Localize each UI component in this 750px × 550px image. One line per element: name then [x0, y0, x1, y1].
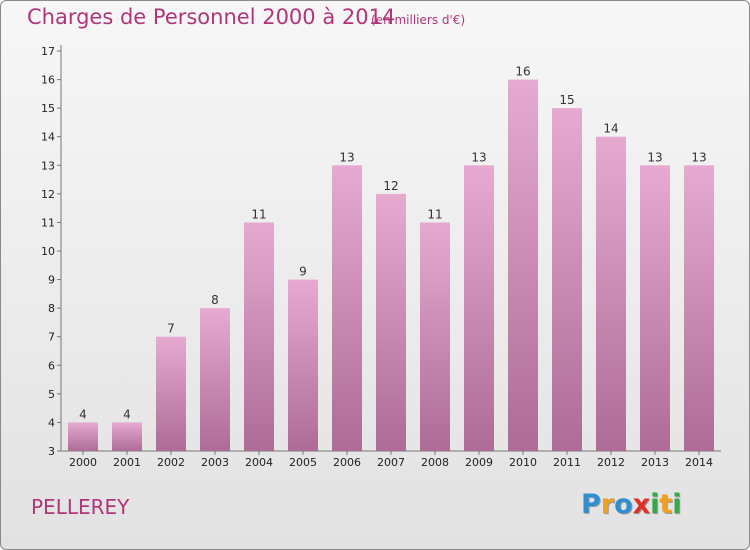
bar-value-label: 15: [559, 93, 574, 107]
labels-group: 2000 4 2001 4 2002 7 2003 8 2004 11 2005 9 2006 13 200…: [69, 65, 713, 469]
bar-value-label: 13: [471, 150, 486, 164]
bar-value-label: 13: [691, 150, 706, 164]
x-tick-label: 2002: [157, 456, 185, 469]
y-tick-label: 16: [41, 74, 55, 87]
bar: [684, 165, 714, 452]
x-tick-label: 2005: [289, 456, 317, 469]
y-tick-label: 4: [48, 416, 55, 429]
chart-subtitle: (en milliers d'€): [371, 13, 466, 27]
bar-value-label: 16: [515, 65, 530, 79]
bar-value-label: 13: [647, 150, 662, 164]
y-tick-label: 12: [41, 188, 55, 201]
x-tick-label: 2010: [509, 456, 537, 469]
y-tick-label: 17: [41, 45, 55, 58]
logo-letter: P: [581, 489, 601, 520]
bar-value-label: 4: [79, 407, 87, 421]
commune-name: PELLEREY: [31, 495, 130, 519]
y-tick-label: 8: [48, 302, 55, 315]
bar-value-label: 8: [211, 293, 219, 307]
bar: [508, 79, 538, 452]
x-tick-label: 2011: [553, 456, 581, 469]
bar: [552, 108, 582, 452]
x-tick-label: 2014: [685, 456, 713, 469]
x-tick-label: 2006: [333, 456, 361, 469]
logo-letter: r: [600, 489, 615, 520]
bar: [420, 222, 450, 451]
x-tick-label: 2001: [113, 456, 141, 469]
bars-group: [68, 79, 714, 452]
bar: [376, 193, 406, 451]
x-tick-label: 2000: [69, 456, 97, 469]
y-tick-label: 14: [41, 131, 55, 144]
bar: [112, 422, 142, 451]
bar: [596, 136, 626, 451]
logo-letter: i: [650, 489, 660, 520]
bar-value-label: 12: [383, 179, 398, 193]
x-tick-label: 2007: [377, 456, 405, 469]
x-tick-label: 2013: [641, 456, 669, 469]
y-tick-label: 10: [41, 245, 55, 258]
bar: [244, 222, 274, 451]
y-tick-label: 7: [48, 331, 55, 344]
bar: [640, 165, 670, 452]
bar-value-label: 7: [167, 322, 175, 336]
chart-title: Charges de Personnel 2000 à 2014: [27, 5, 396, 29]
bar: [464, 165, 494, 452]
y-tick-label: 9: [48, 274, 55, 287]
bar-value-label: 13: [339, 150, 354, 164]
x-tick-label: 2008: [421, 456, 449, 469]
bar: [156, 336, 186, 451]
y-tick-label: 13: [41, 159, 55, 172]
bar-value-label: 11: [427, 207, 442, 221]
bar: [288, 279, 318, 451]
y-tick-label: 3: [48, 445, 55, 458]
y-tick-label: 5: [48, 388, 55, 401]
x-tick-label: 2004: [245, 456, 273, 469]
y-tick-label: 6: [48, 359, 55, 372]
bar-value-label: 11: [251, 207, 266, 221]
x-tick-label: 2003: [201, 456, 229, 469]
x-tick-label: 2009: [465, 456, 493, 469]
bar: [200, 308, 230, 451]
bar: [68, 422, 98, 451]
logo-letter: x: [632, 489, 651, 520]
bar-value-label: 9: [299, 265, 307, 279]
y-tick-label: 15: [41, 102, 55, 115]
y-tick-label: 11: [41, 216, 55, 229]
logo-letter: t: [659, 489, 673, 520]
logo-letter: o: [614, 489, 633, 520]
bar-value-label: 14: [603, 122, 618, 136]
proxiti-logo: Proxiti: [581, 489, 682, 520]
logo-letter: i: [672, 489, 682, 520]
bar: [332, 165, 362, 452]
x-tick-label: 2012: [597, 456, 625, 469]
bar-value-label: 4: [123, 407, 131, 421]
